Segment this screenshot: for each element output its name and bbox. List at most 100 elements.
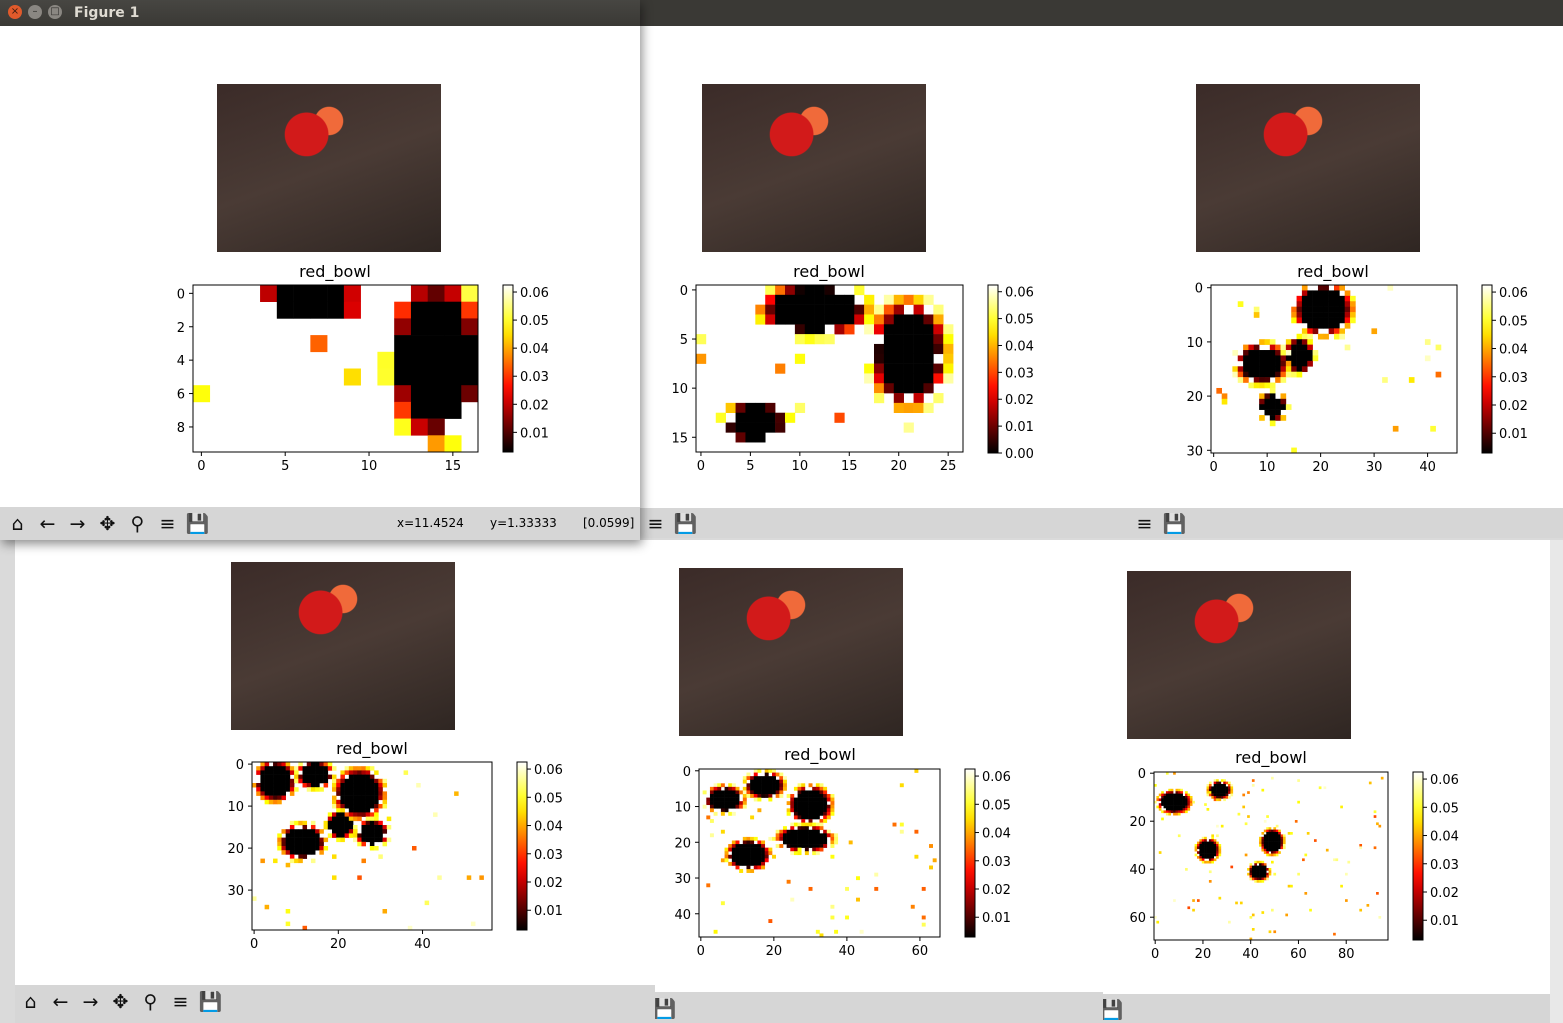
configure-subplots-icon[interactable]: ≡ (159, 512, 176, 535)
heatmap-cell (1301, 312, 1308, 318)
heatmap-cell (793, 811, 798, 816)
heatmap-cell (268, 778, 274, 784)
window-titlebar[interactable]: × – □ Figure 1 (0, 0, 640, 26)
close-button[interactable]: × (8, 5, 22, 19)
heatmap-cell (746, 776, 751, 781)
heatmap-cell (815, 790, 820, 795)
configure-subplots-icon[interactable]: ≡ (647, 512, 664, 535)
heatmap-cell (1206, 851, 1210, 854)
heatmap-cell (782, 833, 787, 838)
heatmap-cell (819, 833, 824, 838)
heatmap-cell (804, 847, 809, 852)
colorbar-tick-label: 0.04 (534, 820, 563, 835)
forward-arrow-icon[interactable]: → (82, 990, 99, 1013)
heatmap-cell (785, 412, 796, 423)
heatmap-cell (302, 770, 308, 775)
heatmap-cell (797, 801, 802, 806)
heatmap-cell (1269, 409, 1276, 416)
heatmap-cell (720, 797, 725, 802)
home-icon[interactable]: ⌂ (11, 512, 24, 535)
heatmap-cell (285, 862, 291, 868)
heatmap-cell (720, 801, 725, 806)
heatmap-cell (1211, 836, 1214, 840)
back-arrow-icon[interactable]: ← (52, 990, 69, 1013)
heatmap-cell (1259, 877, 1262, 881)
back-arrow-icon[interactable]: ← (39, 512, 56, 535)
heatmap-cell (277, 799, 282, 805)
heatmap-cell (378, 783, 383, 788)
heatmap-cell (315, 837, 320, 843)
heatmap-cell (281, 783, 286, 788)
heatmap-cell (815, 840, 820, 845)
pan-icon[interactable]: ✥ (99, 512, 116, 535)
heatmap-cell (864, 324, 875, 335)
heatmap-cell (1317, 295, 1324, 302)
heatmap-cell (812, 833, 817, 838)
heatmap-cell (1368, 781, 1372, 785)
heatmap-cell (790, 804, 795, 809)
heatmap-cell (374, 783, 379, 788)
zoom-icon[interactable]: ⚲ (143, 990, 158, 1013)
heatmap-cell (264, 762, 270, 767)
heatmap-cell (344, 778, 350, 784)
scrollbar[interactable] (1550, 540, 1563, 1023)
heatmap-cell (742, 790, 747, 795)
heatmap-cell (1261, 880, 1265, 883)
heatmap-cell (808, 794, 813, 798)
heatmap-cell (753, 797, 758, 802)
heatmap-cell (1206, 860, 1210, 864)
heatmap-cell (1290, 832, 1293, 835)
zoom-icon[interactable]: ⚲ (130, 512, 145, 535)
heatmap-cell (348, 770, 354, 775)
configure-subplots-icon[interactable]: ≡ (1136, 512, 1153, 535)
heatmap-cell (1216, 844, 1219, 847)
heatmap-cell (1175, 796, 1179, 799)
save-icon[interactable]: 💾 (185, 513, 210, 535)
heatmap-cell (281, 837, 286, 843)
heatmap-cell (353, 795, 358, 801)
home-icon[interactable]: ⌂ (24, 990, 37, 1013)
heatmap-cell (830, 804, 835, 809)
save-icon[interactable]: 💾 (655, 998, 677, 1020)
heatmap-cell (742, 840, 747, 845)
heatmap-cell (1269, 415, 1276, 421)
heatmap-cell (374, 804, 379, 809)
heatmap-cell (790, 836, 795, 841)
heatmap-cell (746, 840, 751, 845)
colorbar-tick-label: 0.01 (520, 426, 549, 441)
heatmap-cell (808, 815, 813, 820)
pan-icon[interactable]: ✥ (112, 990, 129, 1013)
forward-arrow-icon[interactable]: → (69, 512, 86, 535)
heatmap-cell (764, 776, 769, 781)
heatmap-cell (815, 801, 820, 806)
heatmap-cell (298, 841, 303, 847)
heatmap-cell (801, 822, 806, 827)
heatmap-cell (461, 318, 479, 336)
heatmap-cell (1163, 800, 1167, 804)
minimize-button[interactable]: – (28, 5, 42, 19)
heatmap-cell (772, 836, 776, 841)
heatmap-cell (844, 294, 855, 305)
save-icon[interactable]: 💾 (1162, 513, 1187, 535)
heatmap-cell (779, 833, 784, 838)
save-icon[interactable]: 💾 (198, 991, 223, 1013)
heatmap-cell (1230, 793, 1234, 797)
heatmap-cell (281, 762, 286, 767)
configure-subplots-icon[interactable]: ≡ (172, 990, 189, 1013)
save-icon[interactable]: 💾 (673, 513, 698, 535)
maximize-button[interactable]: □ (48, 5, 62, 19)
heatmap-cell (374, 825, 379, 830)
heatmap-plot[interactable]: 0 5 10 15 20 250510150.060.050.040.030.020.01… (640, 26, 1126, 506)
heatmap-cell (812, 797, 817, 802)
heatmap-cell (1307, 333, 1313, 340)
heatmap-cell (1373, 810, 1377, 814)
heatmap-cell (782, 836, 787, 841)
save-icon[interactable]: 💾 (1103, 999, 1124, 1021)
heatmap-cell (285, 770, 291, 775)
heatmap-cell (1275, 832, 1279, 835)
